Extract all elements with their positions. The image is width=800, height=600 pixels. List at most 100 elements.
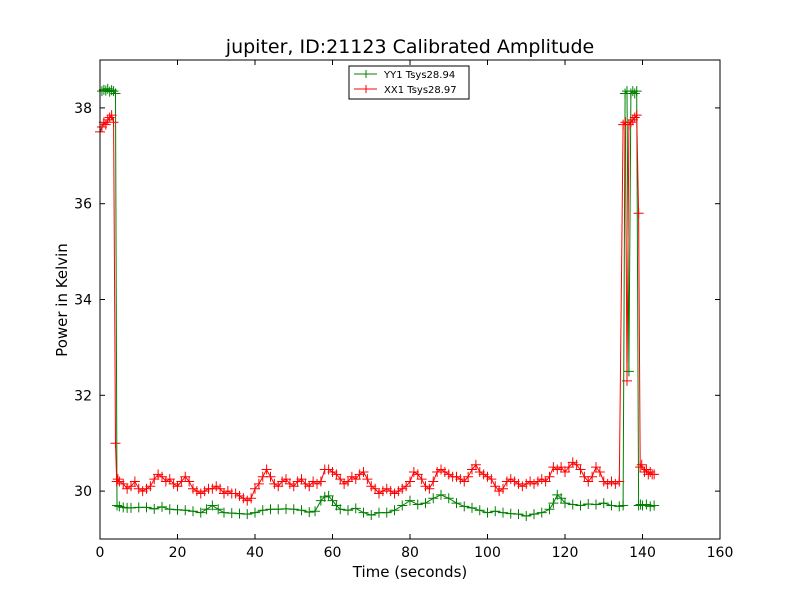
data-point-marker [242, 495, 253, 506]
data-point-marker [455, 474, 466, 485]
plot-area: 0 20 40 60 80 100 120 140 160 30 32 34 36 38 [74, 59, 734, 561]
data-point-marker [104, 112, 115, 123]
data-point-marker [346, 471, 357, 482]
data-point-marker [544, 504, 555, 515]
data-point-marker [470, 459, 481, 470]
data-point-marker [168, 478, 179, 489]
x-axis-label: Time (seconds) [352, 563, 468, 581]
data-point-marker [416, 474, 427, 485]
data-point-marker [331, 469, 342, 480]
data-point-marker [614, 476, 625, 487]
legend-swatch-marker [362, 85, 370, 93]
data-point-marker [370, 483, 381, 494]
data-point-marker [374, 488, 384, 499]
x-tick-label: 160 [707, 545, 734, 561]
chart-title: jupiter, ID:21123 Calibrated Amplitude [225, 36, 594, 58]
data-point-marker [343, 505, 353, 516]
data-point-marker [213, 504, 224, 515]
data-point-marker [118, 478, 129, 489]
data-point-marker [478, 469, 489, 480]
data-point-marker [631, 86, 642, 97]
data-point-marker [358, 466, 369, 477]
data-point-marker [250, 507, 260, 518]
data-point-marker [424, 483, 435, 494]
x-tick-label: 80 [401, 545, 419, 561]
y-tick-label: 30 [74, 484, 92, 500]
data-point-marker [381, 507, 392, 518]
data-point-marker [304, 507, 315, 518]
data-point-marker [587, 471, 598, 482]
data-point-marker [627, 114, 638, 125]
data-point-marker [591, 462, 601, 473]
data-point-marker [335, 504, 346, 515]
data-point-marker [474, 466, 485, 477]
data-point-marker [397, 483, 408, 494]
legend-entry: XX1 Tsys28.97 [354, 85, 457, 96]
data-point-marker [412, 499, 423, 510]
data-point-marker [614, 501, 625, 512]
series-line [99, 113, 655, 502]
data-point-marker [98, 117, 109, 128]
data-point-marker [358, 507, 369, 518]
data-point-marker [575, 464, 586, 475]
data-point-marker [490, 506, 501, 517]
data-point-marker [405, 495, 415, 506]
data-point-marker [439, 466, 450, 477]
data-point-marker [467, 464, 477, 475]
data-point-marker [560, 498, 570, 509]
data-point-marker [230, 488, 241, 499]
data-point-marker [625, 117, 636, 128]
data-point-marker [315, 476, 326, 487]
data-point-marker [397, 500, 408, 511]
data-point-marker [389, 505, 400, 516]
data-point-marker [633, 208, 644, 219]
data-point-marker [126, 481, 136, 492]
data-point-marker [631, 110, 642, 121]
legend-label: YY1 Tsys28.94 [383, 70, 455, 81]
data-point-marker [567, 499, 578, 510]
legend-swatch-marker [362, 70, 370, 78]
data-point-marker [160, 476, 171, 487]
data-point-marker [598, 498, 609, 509]
data-point-marker [195, 507, 206, 518]
data-point-marker [536, 507, 547, 518]
data-point-marker [292, 476, 303, 487]
data-point-marker [102, 114, 113, 125]
data-point-marker [277, 476, 288, 487]
data-point-marker [137, 486, 148, 497]
data-point-marker [180, 471, 191, 482]
data-point-marker [623, 366, 634, 377]
data-point-marker [637, 500, 648, 511]
data-point-marker [623, 119, 634, 130]
data-point-marker [112, 500, 123, 511]
data-point-marker [529, 509, 539, 520]
data-point-marker [494, 486, 505, 497]
data-point-marker [108, 117, 119, 128]
data-point-marker [281, 474, 291, 485]
data-point-marker [335, 474, 346, 485]
data-point-marker [188, 483, 198, 494]
data-point-marker [149, 503, 160, 514]
data-point-marker [560, 466, 570, 477]
legend-label: XX1 Tsys28.97 [384, 85, 457, 96]
data-point-marker [304, 481, 315, 492]
data-point-marker [215, 483, 226, 494]
data-point-marker [250, 483, 260, 494]
data-point-marker [467, 502, 477, 513]
data-point-marker [412, 469, 423, 480]
data-point-marker [405, 476, 415, 487]
data-point-marker [482, 471, 493, 482]
y-tick-label: 38 [74, 101, 92, 117]
data-point-marker [606, 500, 617, 511]
data-point-marker [350, 503, 361, 514]
legend-box [348, 65, 470, 100]
data-point-marker [505, 474, 516, 485]
data-point-marker [145, 481, 156, 492]
x-tick-label: 60 [324, 545, 342, 561]
data-point-marker [149, 474, 160, 485]
legend: YY1 Tsys28.94 XX1 Tsys28.97 [348, 65, 470, 100]
y-tick-label: 34 [74, 293, 92, 309]
data-point-marker [129, 476, 140, 487]
